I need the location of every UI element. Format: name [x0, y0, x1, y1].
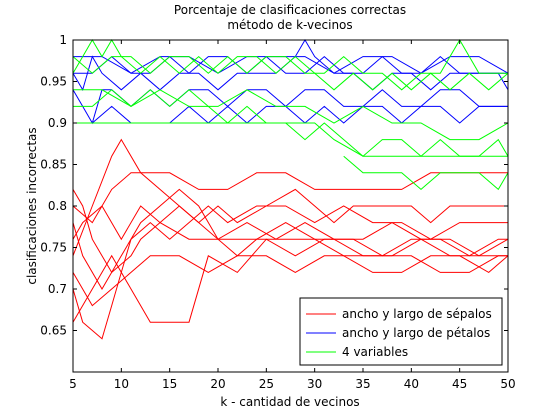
series-0-line-4 [72, 188, 509, 290]
y-tick-label-4: 0.85 [40, 158, 67, 172]
series-0-line-3 [72, 189, 508, 274]
series-0-line-0 [72, 138, 508, 256]
legend-box [299, 297, 503, 366]
chart-title: Porcentaje de clasificaciones correctas [174, 3, 406, 17]
x-tick-label-0: 5 [69, 377, 77, 391]
series-2-line-5 [343, 155, 509, 191]
chart-subtitle: método de k-vecinos [227, 18, 352, 32]
x-tick-label-6: 35 [355, 377, 370, 391]
series-2-line-0 [72, 39, 509, 91]
series-2-line-1 [72, 39, 508, 91]
plot-area [72, 39, 509, 340]
legend-label-petalos: ancho y largo de pétalos [342, 326, 490, 340]
series-0-line-5 [72, 172, 508, 224]
axes: 5 10 15 20 25 30 35 40 45 50 0.65 0.7 0.75 0.8 0.85 0.9… [40, 33, 515, 391]
x-tick-label-4: 25 [259, 377, 274, 391]
series-2-line-4 [73, 122, 508, 157]
y-tick-label-2: 0.75 [40, 241, 67, 255]
legend-label-sepalos: ancho y largo de sépalos [342, 307, 492, 321]
series-0-line-7 [72, 255, 508, 307]
x-tick-label-2: 15 [162, 377, 177, 391]
x-tick-label-7: 40 [404, 377, 419, 391]
series-2-line-2 [73, 89, 509, 141]
series-1-line-2 [73, 55, 509, 91]
x-axis-label: k - cantidad de vecinos [220, 395, 359, 409]
x-tick-label-3: 20 [210, 377, 225, 391]
x-tick-label-9: 50 [500, 377, 515, 391]
y-tick-label-7: 1 [59, 33, 67, 47]
x-tick-label-5: 30 [307, 377, 322, 391]
series-2-line-3 [73, 89, 509, 157]
legend: ancho y largo de sépalos ancho y largo d… [299, 297, 503, 366]
legend-label-4-variables: 4 variables [342, 345, 408, 359]
series-1-line-3 [73, 105, 508, 124]
y-tick-label-3: 0.8 [48, 199, 67, 213]
series-1-line-0 [72, 39, 508, 92]
y-tick-label-5: 0.9 [48, 116, 67, 130]
x-tick-label-8: 45 [452, 377, 467, 391]
series-0-line-6 [72, 205, 509, 257]
y-tick-label-0: 0.65 [40, 324, 67, 338]
y-axis-label: clasificaciones incorrectas [25, 127, 39, 284]
y-tick-label-1: 0.7 [48, 282, 67, 296]
y-tick-label-6: 0.95 [40, 75, 67, 89]
series-1-line-4 [73, 56, 509, 74]
series-0-line-1 [72, 205, 508, 340]
x-tick-label-1: 10 [114, 377, 129, 391]
